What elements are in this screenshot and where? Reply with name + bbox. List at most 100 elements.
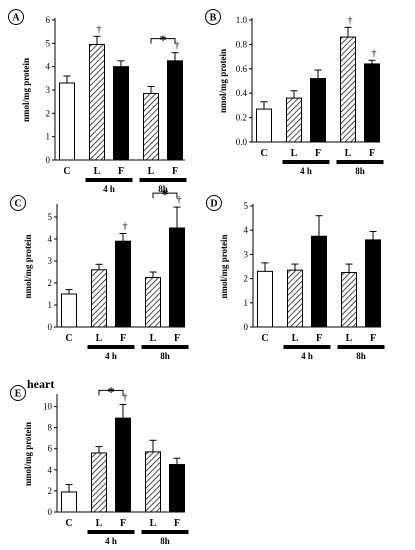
significance-star: *	[160, 34, 167, 49]
category-label: F	[174, 518, 180, 529]
group-label: 4 h	[300, 166, 312, 176]
bar-L-1	[287, 269, 303, 328]
y-tick-label: 0	[48, 322, 53, 332]
group-label: 8h	[160, 536, 170, 546]
group-bar	[87, 345, 135, 349]
panel-label-circle	[205, 9, 221, 25]
category-label: L	[148, 166, 155, 177]
bar-L-3	[145, 277, 161, 328]
category-label: L	[150, 333, 157, 344]
category-label: C	[65, 333, 72, 344]
group-label: 8h	[356, 351, 366, 361]
group-label: 8h	[355, 166, 365, 176]
category-label: L	[96, 518, 103, 529]
bar-F-4	[364, 63, 380, 143]
y-tick-label: 0.2	[236, 113, 247, 123]
significance-dagger: †	[123, 392, 128, 403]
bar-L-3	[145, 451, 161, 513]
y-axis-label: nmol/mg protein	[218, 49, 228, 113]
panel-label: D	[210, 199, 217, 210]
category-label: C	[63, 166, 70, 177]
y-tick-label: 2	[48, 278, 53, 288]
category-label: F	[120, 518, 126, 529]
category-label: C	[65, 518, 72, 529]
category-label: F	[369, 148, 375, 159]
y-tick-label: 2	[46, 108, 51, 118]
y-tick-label: 3	[244, 249, 249, 259]
category-label: F	[316, 333, 322, 344]
bar-C-0	[59, 82, 75, 161]
category-label: C	[261, 333, 268, 344]
y-tick-label: 0.8	[236, 39, 248, 49]
category-label: L	[96, 333, 103, 344]
category-label: F	[172, 166, 178, 177]
significance-bracket	[150, 38, 176, 44]
y-axis-label: nmol/mg protein	[23, 422, 33, 486]
category-label: C	[260, 148, 267, 159]
panel-label-circle	[8, 9, 24, 25]
bar-L-1	[91, 452, 107, 513]
panel-label: E	[15, 389, 22, 400]
y-axis-label: nmol/mg protein	[23, 234, 33, 298]
bar-C-0	[61, 293, 77, 328]
category-label: L	[292, 333, 299, 344]
significance-dagger: †	[177, 195, 182, 206]
y-tick-label: 10	[43, 402, 53, 412]
y-tick-label: 0	[48, 507, 53, 517]
significance-dagger: †	[175, 41, 180, 52]
y-tick-label: 1.0	[236, 15, 248, 25]
y-tick-label: 0	[244, 322, 249, 332]
category-label: L	[345, 148, 352, 159]
bar-L-3	[143, 93, 159, 161]
y-tick-label: 5	[46, 38, 51, 48]
y-axis-label: nmol/mg protein	[21, 58, 31, 122]
y-tick-label: 0.6	[236, 64, 248, 74]
bar-L-1	[89, 44, 105, 161]
bar-F-4	[169, 227, 185, 328]
bar-F-2	[311, 235, 327, 328]
y-tick-label: 0	[46, 155, 51, 165]
group-bar	[141, 530, 189, 534]
panel-label: B	[210, 13, 217, 24]
y-tick-label: 0.4	[236, 88, 248, 98]
group-bar	[87, 530, 135, 534]
bar-L-1	[91, 269, 107, 328]
bar-L-3	[341, 272, 357, 328]
significance-bracket	[98, 389, 124, 396]
y-tick-label: 4	[48, 465, 53, 475]
y-tick-label: 2	[244, 274, 249, 284]
group-bar	[139, 178, 187, 182]
y-tick-label: 1	[48, 300, 53, 310]
group-bar	[85, 178, 133, 182]
significance-dagger: †	[97, 24, 102, 35]
panel-label-circle	[10, 385, 26, 401]
y-tick-label: 4	[48, 234, 53, 244]
significance-dagger: †	[348, 15, 353, 26]
y-tick-label: 5	[48, 212, 53, 222]
y-tick-label: 1	[244, 298, 249, 308]
y-tick-label: 1	[46, 132, 51, 142]
panel-heading: heart	[27, 377, 54, 391]
significance-dagger: †	[123, 222, 128, 233]
y-tick-label: 0.0	[236, 137, 248, 147]
group-bar	[141, 345, 189, 349]
bar-F-2	[113, 66, 129, 161]
group-bar	[283, 345, 331, 349]
group-label: 4 h	[105, 536, 117, 546]
group-bar	[336, 160, 384, 164]
category-label: F	[174, 333, 180, 344]
bar-F-4	[167, 60, 183, 161]
category-label: L	[94, 166, 101, 177]
panel-label-circle	[206, 195, 222, 211]
bar-C-0	[257, 270, 273, 328]
panel-label-circle	[10, 195, 26, 211]
panel-label: A	[12, 13, 20, 24]
category-label: F	[370, 333, 376, 344]
bar-L-1	[286, 97, 302, 143]
significance-star: *	[162, 188, 169, 203]
category-label: L	[150, 518, 157, 529]
